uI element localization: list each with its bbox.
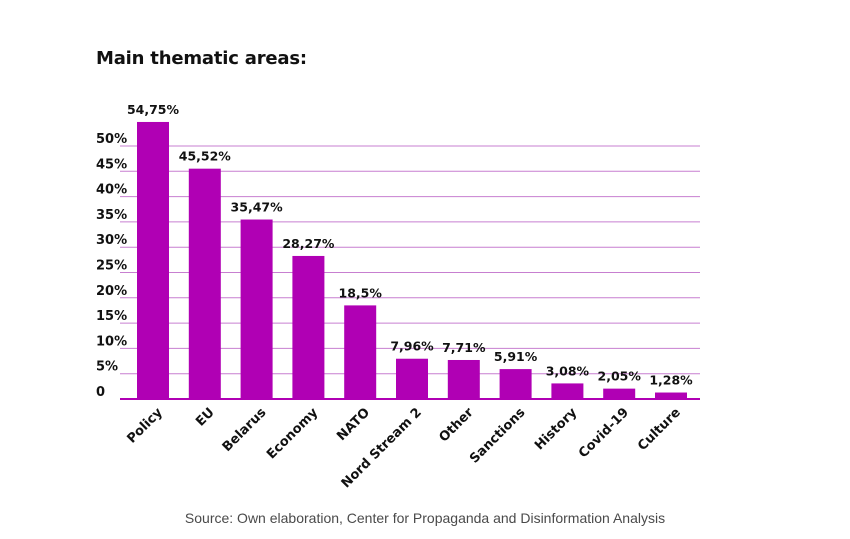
y-axis-ticks: 0 5% 10% 15% 20% 25% 30% 35% 40% 45% 50% bbox=[96, 132, 127, 400]
x-tick-label: Policy bbox=[124, 405, 166, 447]
x-tick-label: Other bbox=[437, 405, 478, 446]
x-tick-label: EU bbox=[193, 405, 217, 429]
bar bbox=[447, 359, 480, 399]
bar bbox=[499, 369, 532, 399]
bar bbox=[396, 358, 428, 399]
y-tick-label: 40% bbox=[96, 183, 127, 198]
x-tick-label: Belarus bbox=[220, 405, 270, 455]
data-label: 54,75% bbox=[127, 102, 180, 117]
bar bbox=[137, 121, 169, 399]
bars bbox=[137, 121, 687, 399]
data-label: 28,27% bbox=[282, 236, 335, 251]
data-label: 7,96% bbox=[390, 339, 434, 354]
data-label: 3,08% bbox=[546, 363, 590, 378]
data-label: 45,52% bbox=[179, 149, 232, 164]
y-tick-label: 0 bbox=[96, 385, 105, 400]
bar bbox=[655, 392, 687, 399]
data-label: 7,71% bbox=[442, 340, 486, 355]
chart-title: Main thematic areas: bbox=[96, 48, 307, 69]
y-tick-label: 25% bbox=[96, 259, 127, 274]
bar bbox=[603, 388, 636, 399]
data-label: 18,5% bbox=[339, 285, 383, 300]
data-label: 2,05% bbox=[598, 369, 642, 384]
bar-chart: 0 5% 10% 15% 20% 25% 30% 35% 40% 45% 50% 54,75% 45,… bbox=[96, 102, 700, 492]
x-tick-label: History bbox=[532, 405, 581, 454]
y-tick-label: 10% bbox=[96, 334, 127, 349]
x-tick-label: Sanctions bbox=[467, 405, 528, 466]
x-tick-label: Culture bbox=[635, 405, 684, 454]
y-tick-label: 35% bbox=[96, 208, 127, 223]
x-tick-label: Covid-19 bbox=[576, 405, 632, 461]
bar bbox=[344, 305, 377, 399]
x-tick-label: NATO bbox=[334, 405, 373, 444]
y-tick-label: 45% bbox=[96, 157, 127, 172]
bar bbox=[240, 219, 273, 399]
data-labels: 54,75% 45,52% 35,47% 28,27% 18,5% 7,96% 7,71% 5… bbox=[127, 102, 693, 388]
y-tick-label: 50% bbox=[96, 132, 127, 147]
x-tick-label: Economy bbox=[264, 405, 321, 462]
data-label: 35,47% bbox=[231, 200, 284, 215]
source-note: Source: Own elaboration, Center for Prop… bbox=[184, 510, 666, 526]
y-tick-label: 30% bbox=[96, 233, 127, 248]
data-label: 1,28% bbox=[649, 373, 693, 388]
y-tick-label: 5% bbox=[96, 360, 118, 375]
y-tick-label: 15% bbox=[96, 309, 127, 324]
bar bbox=[551, 383, 584, 399]
data-label: 5,91% bbox=[494, 349, 538, 364]
bar bbox=[188, 168, 221, 399]
y-tick-label: 20% bbox=[96, 284, 127, 299]
bar bbox=[292, 255, 325, 399]
